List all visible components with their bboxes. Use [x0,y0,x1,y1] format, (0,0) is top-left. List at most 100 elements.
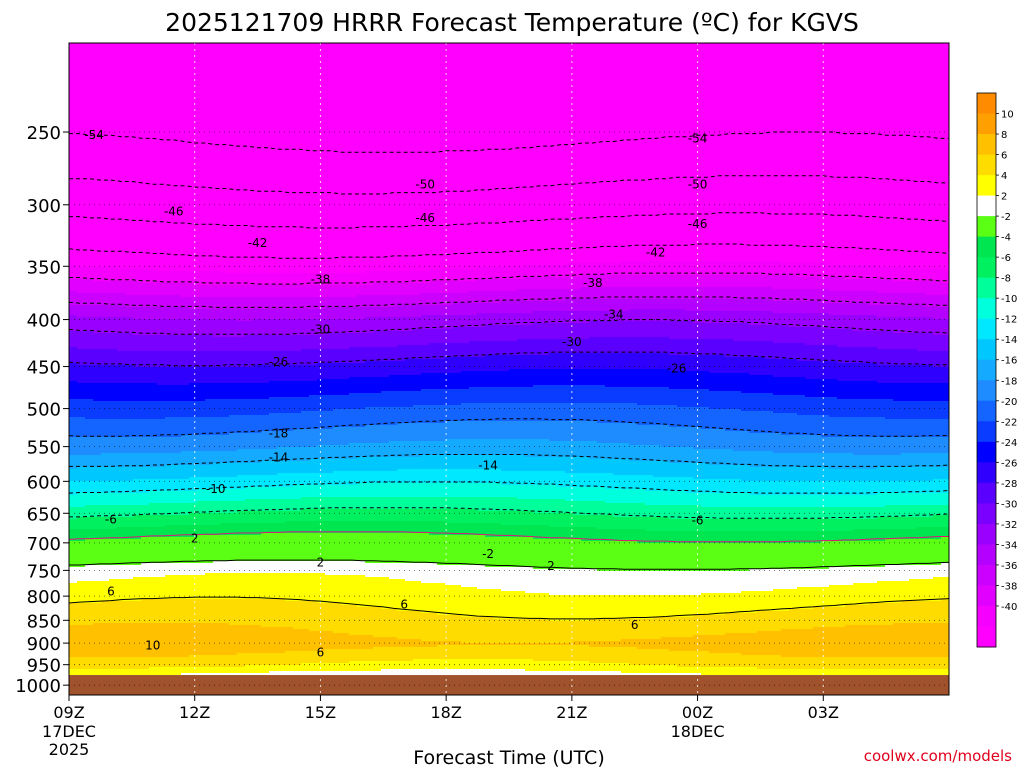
temperature-band-cell [229,477,238,490]
temperature-band-cell [653,461,662,478]
temperature-band-cell [917,365,926,384]
temperature-band-cell [269,487,278,500]
temperature-band-cell [269,533,278,562]
temperature-band-cell [565,539,574,570]
temperature-band-cell [557,621,566,644]
temperature-band-cell [613,311,622,322]
temperature-band-cell [901,581,910,602]
temperature-band-cell [365,407,374,426]
temperature-band-cell [877,349,886,366]
temperature-band-cell [909,349,918,366]
temperature-band-cell [541,43,550,266]
temperature-band-cell [205,465,214,478]
temperature-band-cell [477,357,486,372]
temperature-band-cell [637,517,646,530]
temperature-band-cell [165,437,174,454]
temperature-band-cell [917,505,926,518]
temperature-band-cell [813,569,822,588]
temperature-band-cell [541,301,550,312]
temperature-band-cell [765,531,774,544]
temperature-band-cell [445,509,454,524]
temperature-band-cell [517,645,526,660]
temperature-band-cell [645,531,654,544]
temperature-band-cell [501,619,510,644]
temperature-band-cell [285,335,294,352]
temperature-band-cell [261,461,270,476]
temperature-band-cell [941,505,949,516]
temperature-band-cell [789,377,798,396]
temperature-band-cell [589,641,598,648]
temperature-band-cell [269,297,278,310]
temperature-band-cell [645,491,654,506]
temperature-band-cell [757,411,766,434]
temperature-band-cell [605,369,614,388]
x-tick-label: 15Z [305,703,336,722]
temperature-band-cell [717,667,726,676]
temperature-band-cell [701,651,710,668]
temperature-band-cell [149,283,158,296]
temperature-band-cell [373,509,382,522]
temperature-band-cell [757,531,766,544]
temperature-band-cell [341,445,350,460]
temperature-band-cell [405,533,414,564]
temperature-band-cell [85,467,94,482]
temperature-band-cell [893,281,902,294]
temperature-band-cell [149,599,158,624]
temperature-band-cell [653,445,662,462]
temperature-band-cell [797,327,806,344]
contour-label: -42 [646,245,666,259]
temperature-band-cell [133,493,142,506]
temperature-band-cell [397,483,406,498]
temperature-band-cell [725,613,734,634]
temperature-band-cell [141,437,150,454]
temperature-band-cell [445,455,454,470]
temperature-band-cell [421,641,430,648]
temperature-band-cell [301,273,310,286]
temperature-band-cell [453,421,462,440]
temperature-band-cell [549,569,558,596]
temperature-band-cell [349,333,358,348]
temperature-band-cell [685,447,694,464]
temperature-band-cell [381,271,390,284]
temperature-band-cell [733,613,742,634]
temperature-band-cell [429,293,438,306]
temperature-band-cell [789,275,798,290]
temperature-band-cell [653,595,662,618]
temperature-band-cell [317,429,326,446]
temperature-band-cell [445,405,454,422]
temperature-band-cell [853,279,862,292]
temperature-band-cell [245,367,254,384]
temperature-band-cell [253,511,262,524]
colorbar-swatch [977,339,996,361]
temperature-band-cell [797,343,806,362]
temperature-band-cell [861,381,870,400]
temperature-band-cell [861,583,870,606]
temperature-band-cell [349,363,358,378]
x-axis-label: Forecast Time (UTC) [413,747,604,768]
temperature-band-cell [285,561,294,574]
temperature-band-cell [389,497,398,510]
temperature-band-cell [565,277,574,290]
temperature-band-cell [165,43,174,272]
temperature-band-cell [805,345,814,362]
temperature-band-cell [397,661,406,670]
temperature-band-cell [445,305,454,316]
temperature-band-cell [453,389,462,406]
temperature-band-cell [917,293,926,306]
temperature-band-cell [709,323,718,340]
temperature-band-cell [517,289,526,302]
temperature-band-cell [733,593,742,614]
temperature-band-cell [837,329,846,348]
temperature-band-cell [725,323,734,340]
temperature-band-cell [357,457,366,472]
temperature-band-cell [389,295,398,308]
temperature-band-cell [549,301,558,312]
temperature-band-cell [501,355,510,372]
temperature-band-cell [597,619,606,642]
temperature-band-cell [93,437,102,456]
temperature-band-cell [781,611,790,630]
temperature-band-cell [685,463,694,478]
temperature-band-cell [837,265,846,278]
temperature-band-cell [141,383,150,402]
temperature-band-cell [653,287,662,300]
